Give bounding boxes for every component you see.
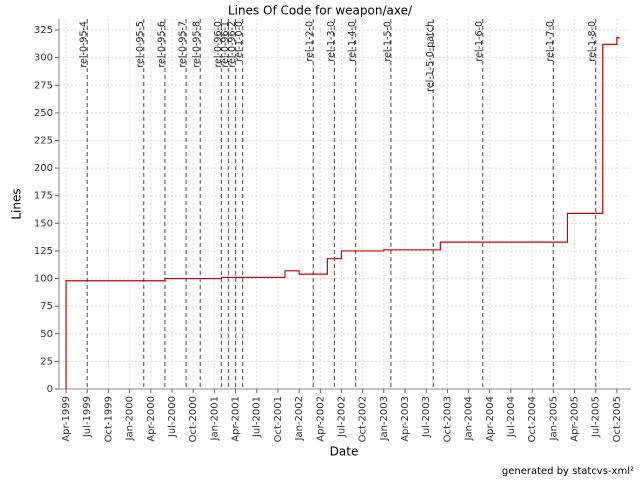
release-label: rel-1-5-0 [382, 21, 393, 62]
release-label: rel-0-95-4 [79, 21, 90, 68]
y-tick-label: 75 [40, 301, 53, 312]
release-label: rel-0-95-7 [178, 21, 189, 68]
release-label: rel-1-4-0 [347, 21, 358, 62]
y-tick-label: 125 [34, 246, 53, 257]
release-label: rel-0-95-5 [135, 21, 146, 68]
release-label: rel-1-8-0 [587, 21, 598, 62]
release-label: rel-0-96-2 [227, 21, 238, 68]
release-label: rel-1-3-0 [326, 21, 337, 62]
release-label: rel-0-96-1 [220, 21, 231, 68]
y-tick-label: 325 [34, 25, 53, 36]
release-label: rel-0-96-0 [213, 21, 224, 68]
release-label: rel-1-6-0 [474, 21, 485, 62]
x-tick-label: Apr-2002 [315, 396, 326, 442]
y-tick-label: 300 [34, 53, 53, 64]
y-tick-label: 0 [47, 384, 53, 395]
x-tick-label: Oct-2001 [273, 396, 284, 442]
release-label: rel-1-7-0 [545, 21, 556, 62]
x-axis-title: Date [330, 445, 359, 459]
x-tick-label: Jan-2000 [125, 396, 136, 441]
chart-title: Lines Of Code for weapon/axe/ [228, 4, 413, 18]
y-tick-label: 275 [34, 80, 53, 91]
y-tick-label: 225 [34, 135, 53, 146]
x-tick-label: Oct-2002 [358, 396, 369, 442]
x-tick-label: Apr-2005 [570, 396, 581, 442]
x-tick-label: Jan-2005 [548, 396, 559, 441]
loc-line [65, 37, 620, 389]
x-tick-label: Jul-2003 [421, 396, 432, 438]
x-tick-label: Jul-2004 [506, 396, 517, 438]
x-tick-label: Jul-2000 [167, 396, 178, 438]
x-tick-label: Jan-2001 [209, 396, 220, 441]
y-tick-label: 50 [40, 329, 53, 340]
release-label: rel-1-2-0 [305, 21, 316, 62]
y-axis-title: Lines [10, 188, 24, 219]
x-tick-label: Jan-2002 [294, 396, 305, 441]
x-tick-label: Apr-1999 [61, 396, 72, 442]
y-tick-label: 250 [34, 108, 53, 119]
x-tick-label: Jul-2002 [336, 396, 347, 438]
x-tick-label: Oct-2004 [527, 396, 538, 442]
x-tick-label: Apr-2004 [485, 396, 496, 442]
x-tick-label: Oct-2003 [442, 396, 453, 442]
footer: generated by statcvs-xml² [502, 466, 634, 477]
x-tick-label: Jul-2005 [591, 396, 602, 438]
release-label: rel-0-95-6 [156, 21, 167, 68]
release-label: rel-1-5-0-patch [425, 21, 436, 92]
y-tick-label: 100 [34, 274, 53, 285]
x-tick-label: Jan-2004 [464, 396, 475, 441]
x-tick-label: Oct-2000 [188, 396, 199, 442]
x-tick-label: Oct-1999 [103, 396, 114, 442]
y-tick-label: 175 [34, 191, 53, 202]
release-label: rel-1-0-0 [234, 21, 245, 62]
y-tick-label: 25 [40, 356, 53, 367]
x-tick-label: Oct-2005 [612, 396, 623, 442]
x-tick-label: Apr-2000 [146, 396, 157, 442]
x-tick-label: Apr-2001 [231, 396, 242, 442]
x-tick-label: Apr-2003 [400, 396, 411, 442]
release-label: rel-0-95-8 [192, 21, 203, 68]
x-tick-label: Jan-2003 [379, 396, 390, 441]
x-tick-label: Jul-1999 [82, 396, 93, 438]
y-tick-label: 150 [34, 218, 53, 229]
x-tick-label: Jul-2001 [252, 396, 263, 438]
y-tick-label: 200 [34, 163, 53, 174]
